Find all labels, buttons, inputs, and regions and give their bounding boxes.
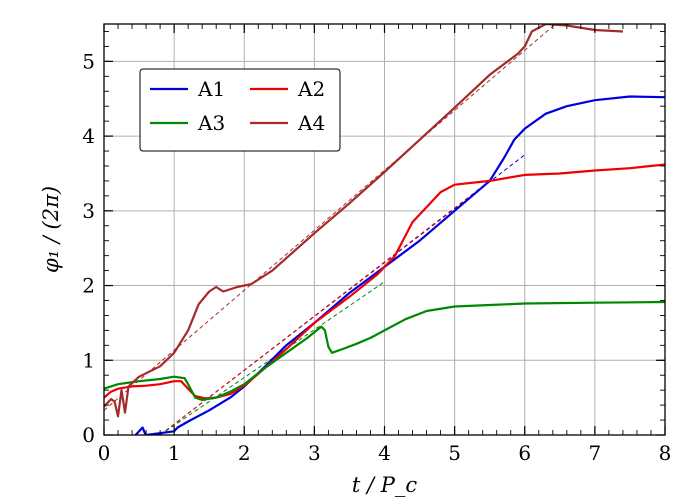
x-tick-label: 3 — [308, 441, 321, 465]
y-tick-label: 2 — [82, 274, 95, 298]
y-axis-label: φ₁ / (2π) — [39, 186, 63, 273]
legend-box — [139, 68, 341, 152]
legend-label-a2: A2 — [297, 77, 325, 101]
x-tick-label: 6 — [518, 441, 531, 465]
x-tick-label: 4 — [378, 441, 391, 465]
y-tick-label: 0 — [82, 423, 95, 447]
series-line-a4 — [104, 24, 623, 418]
legend-label-a1: A1 — [197, 77, 225, 101]
series-lines — [104, 24, 665, 435]
axes: 0 1 2 3 4 5 6 7 8 0 1 2 3 4 5 — [82, 23, 672, 465]
x-tick-label: 1 — [168, 441, 181, 465]
x-tick-label: 5 — [448, 441, 461, 465]
grid — [103, 24, 666, 436]
fit-line-a2 — [159, 180, 491, 435]
legend-label-a3: A3 — [197, 111, 225, 135]
series-line-a3 — [104, 300, 665, 401]
x-tick-label: 0 — [98, 441, 111, 465]
x-tick-label: 7 — [589, 441, 602, 465]
axis-labels: t / P_c φ₁ / (2π) — [39, 186, 417, 497]
x-tick-label: 2 — [238, 441, 251, 465]
y-tick-label: 4 — [82, 124, 95, 148]
x-tick-label: 8 — [659, 441, 672, 465]
y-tick-label: 1 — [82, 348, 95, 372]
y-tick-label: 5 — [82, 49, 95, 73]
legend: A1 A2 A3 A4 — [139, 68, 341, 152]
series-line-a2 — [104, 163, 665, 400]
x-axis-label: t / P_c — [352, 473, 417, 497]
legend-label-a4: A4 — [297, 111, 325, 135]
y-tick-label: 3 — [82, 199, 95, 223]
